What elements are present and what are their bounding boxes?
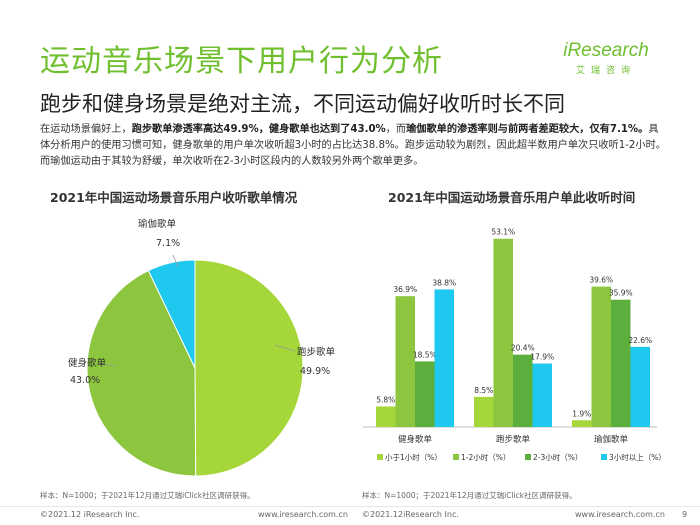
bar-category-label-3: 瑜伽歌单	[594, 434, 629, 445]
pie-chart-title: 2021年中国运动场景音乐用户收听歌单情况	[50, 190, 298, 205]
pie-slice-1	[194, 259, 304, 477]
bar-2-3	[513, 354, 533, 427]
bar-3-4	[630, 346, 650, 427]
iresearch-logo: iResearch 艾瑞咨询	[550, 40, 662, 76]
bar-value-label-2-4: 17.9%	[530, 353, 554, 362]
bar-chart-title: 2021年中国运动场景音乐用户单此收听时间	[388, 190, 636, 205]
bar-value-label-2-3: 20.4%	[511, 344, 535, 353]
bar-1-1	[376, 406, 396, 427]
pie-slice-2	[86, 269, 197, 477]
legend-label-3: 2-3小时（%）	[533, 452, 582, 462]
bar-value-label-2-2: 53.1%	[491, 228, 515, 237]
pie-leader-line-1	[274, 344, 296, 352]
logo-wordmark: iResearch	[563, 40, 649, 61]
legend-label-4: 3小时以上（%）	[609, 452, 666, 462]
legend-swatch-3	[525, 454, 531, 460]
legend-label-2: 1-2小时（%）	[461, 452, 510, 462]
pie-chart-source-note: 样本：N=1000；于2021年12月通过艾瑞iClick社区调研获得。	[40, 491, 255, 500]
bar-value-label-1-3: 18.5%	[413, 350, 437, 359]
bar-1-4	[434, 289, 454, 427]
bar-3-1	[572, 420, 592, 427]
pie-label-3: 瑜伽歌单	[138, 218, 177, 230]
legend-swatch-1	[377, 454, 383, 460]
footer-url-right[interactable]: www.iresearch.com.cn	[575, 510, 665, 519]
bar-2-2	[493, 238, 513, 427]
legend-swatch-2	[453, 454, 459, 460]
bar-3-2	[591, 286, 611, 427]
legend-swatch-4	[601, 454, 607, 460]
bar-value-label-2-1: 8.5%	[474, 386, 493, 395]
legend-label-1: 小于1小时（%）	[385, 452, 442, 462]
bar-chart-source-note: 样本：N=1000；于2021年12月通过艾瑞iClick社区调研获得。	[362, 491, 577, 500]
bar-value-label-1-4: 38.8%	[432, 278, 456, 287]
pie-value-label-1: 49.9%	[300, 366, 330, 377]
bar-1-3	[415, 361, 435, 427]
summary-paragraph: 在运动场景偏好上，跑步歌单渗透率高达49.9%，健身歌单也达到了43.0%，而瑜…	[40, 122, 668, 170]
bar-category-label-2: 跑步歌单	[496, 434, 531, 445]
summary-text-1: 在运动场景偏好上，	[40, 124, 132, 135]
pie-leader-line-3	[172, 254, 179, 268]
logo-subtitle: 艾瑞咨询	[575, 66, 636, 76]
summary-text-2: ，而	[385, 124, 407, 135]
pie-leader-line-2	[99, 363, 117, 367]
pie-chart: 跑步歌单 49.9% 健身歌单 43.0% 瑜伽歌单 7.1%	[68, 218, 336, 477]
pie-label-1: 跑步歌单	[297, 346, 336, 358]
pie-value-label-3: 7.1%	[156, 238, 180, 249]
footer-divider	[0, 506, 700, 507]
page-number: 9	[682, 510, 688, 519]
pie-label-2: 健身歌单	[68, 357, 107, 369]
bar-value-label-3-3: 35.9%	[609, 289, 633, 298]
bar-value-label-3-1: 1.9%	[572, 409, 591, 418]
bar-value-label-3-2: 39.6%	[589, 276, 613, 285]
footer-copyright-right: ©2021.12iResearch Inc.	[362, 510, 459, 519]
bar-chart: 5.8% 36.9% 18.5% 38.8% 健身歌单 8.5% 53.1% 20.4%17.…	[363, 228, 666, 462]
footer-url-left[interactable]: www.iresearch.com.cn	[258, 510, 348, 519]
bar-3-3	[611, 299, 631, 427]
summary-text-3: 具体分析用户的使用习惯可知，健身歌单的用户单次收听超3小时的占比达38.8%。跑…	[40, 124, 666, 167]
page-title: 运动音乐场景下用户行为分析	[40, 44, 443, 79]
summary-bold-1: 跑步歌单渗透率高达49.9%，健身歌单也达到了43.0%	[131, 124, 386, 135]
pie-slice-3	[147, 259, 196, 369]
bar-1-2	[395, 296, 415, 427]
bar-value-label-1-1: 5.8%	[376, 395, 395, 404]
pie-value-label-2: 43.0%	[70, 375, 100, 386]
summary-bold-2: 瑜伽歌单的渗透率则与前两者差距较大，仅有7.1%。	[406, 124, 649, 135]
bar-category-label-1: 健身歌单	[398, 434, 433, 445]
bar-value-label-1-2: 36.9%	[393, 285, 417, 294]
bar-2-4	[532, 363, 552, 427]
page-subtitle: 跑步和健身场景是绝对主流，不同运动偏好收听时长不同	[40, 92, 565, 116]
footer-copyright-left: ©2021.12 iResearch Inc.	[40, 510, 140, 519]
bar-value-label-3-4: 22.6%	[628, 336, 652, 345]
bar-2-1	[474, 396, 494, 427]
